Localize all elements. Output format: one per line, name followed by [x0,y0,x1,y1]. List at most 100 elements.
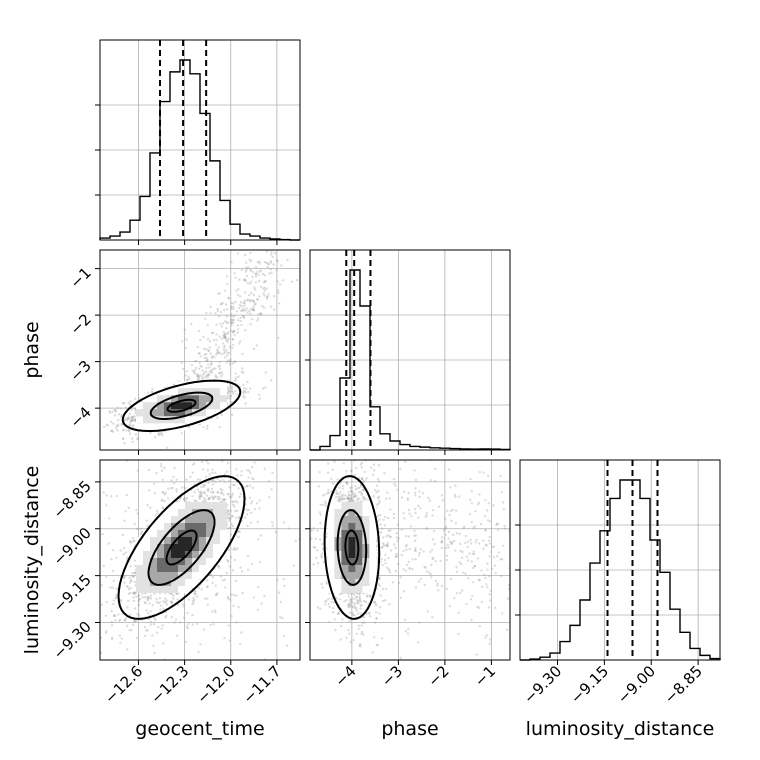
sample-point [216,496,219,499]
sample-point [214,375,217,378]
sample-point [204,317,207,320]
sample-point [131,418,135,422]
sample-point [249,323,252,326]
sample-point [226,332,229,335]
sample-point [113,409,116,412]
sample-point [184,374,188,377]
sample-point [241,367,244,370]
sample-point [209,311,212,314]
sample-point [131,537,135,540]
sample-point [239,295,242,298]
sample-point [263,294,266,297]
sample-point [253,286,256,289]
sample-point [123,418,127,422]
sample-point [136,512,139,515]
sample-point [114,614,117,617]
sample-point [210,362,213,365]
sample-point [244,253,247,257]
sample-point [349,600,352,604]
sample-point [135,636,138,640]
sample-point [45,620,47,622]
sample-point [140,527,143,530]
sample-point [248,309,251,313]
sample-point [184,499,188,503]
sample-point [169,600,172,603]
sample-point [230,305,233,309]
sample-point [228,639,231,642]
sample-point [234,509,237,513]
sample-point [243,389,246,393]
sample-point [216,309,220,313]
sample-point [112,602,115,606]
sample-point [347,595,351,598]
sample-point [278,246,280,248]
sample-point [156,512,159,515]
sample-point [337,612,340,615]
sample-point [263,594,266,598]
sample-point [266,295,269,298]
sample-point [149,623,152,626]
sample-point [199,494,203,498]
sample-point [244,329,247,332]
sample-point [359,643,362,646]
sample-point [330,600,333,604]
sample-point [193,499,197,502]
sample-point [173,466,176,470]
sample-point [228,517,231,520]
sample-point [228,486,231,489]
sample-point [344,494,347,497]
sample-point [118,634,122,637]
sample-point [243,247,245,249]
sample-point [221,579,224,582]
sample-point [112,549,115,552]
sample-point [123,441,126,445]
sample-point [246,524,249,528]
sample-point [256,608,260,611]
sample-point [312,527,315,530]
sample-point [204,353,208,356]
sample-point [348,486,352,490]
sample-point [149,594,152,597]
sample-point [186,497,189,500]
sample-point [210,363,213,366]
sample-point [347,493,350,497]
sample-point [220,491,223,495]
sample-point [188,377,191,380]
sample-point [123,581,126,584]
sample-point [184,497,187,500]
sample-point [97,630,99,632]
sample-point [375,491,378,494]
sample-point [129,540,133,543]
sample-point [319,521,322,525]
sample-point [380,546,384,549]
sample-point [211,355,214,358]
sample-point [103,394,105,396]
sample-point [161,433,164,437]
sample-point [270,253,273,256]
sample-point [233,505,236,508]
sample-point [130,628,133,632]
sample-point [254,302,257,306]
sample-point [217,566,221,569]
sample-point [133,607,137,610]
sample-point [200,365,203,368]
sample-point [225,348,228,352]
sample-point [125,429,128,432]
sample-point [223,352,226,355]
sample-point [122,553,125,556]
sample-point [230,318,233,322]
sample-point [198,361,201,364]
sample-point [383,599,387,602]
sample-point [241,673,243,675]
sample-point [211,491,215,494]
sample-point [327,602,330,606]
sample-point [272,263,275,266]
sample-point [252,305,255,309]
sample-point [162,607,165,610]
sample-point [149,620,153,624]
sample-point [100,584,104,587]
sample-point [352,499,355,502]
sample-point [323,600,327,603]
sample-point [274,252,277,255]
sample-point [165,598,168,602]
